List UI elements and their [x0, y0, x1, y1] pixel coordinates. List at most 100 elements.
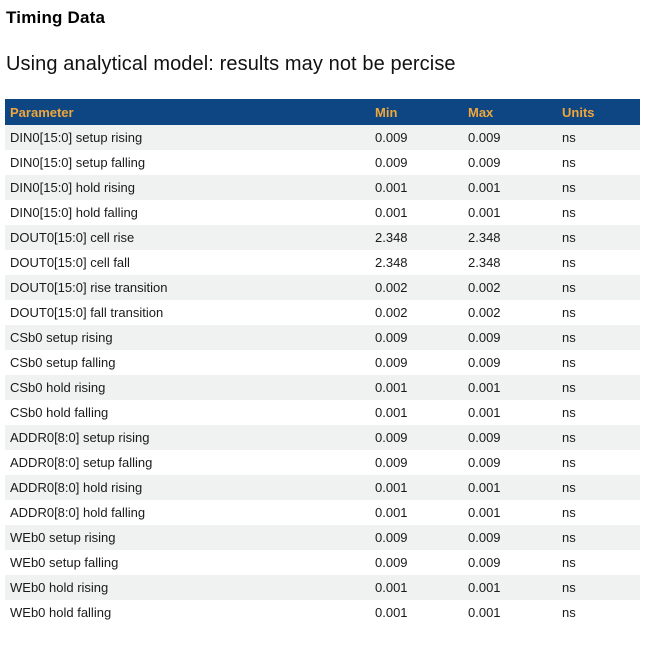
cell-parameter: DOUT0[15:0] cell fall: [10, 255, 130, 270]
cell-min: 0.001: [375, 505, 408, 520]
table-row: DIN0[15:0] hold falling 0.001 0.001 ns: [5, 200, 640, 225]
timing-table: Parameter Min Max Units DIN0[15:0] setup…: [5, 99, 640, 625]
cell-parameter: WEb0 hold rising: [10, 580, 109, 595]
cell-max: 0.009: [468, 530, 501, 545]
cell-max: 0.001: [468, 205, 501, 220]
cell-units: ns: [562, 155, 576, 170]
table-row: CSb0 setup falling 0.009 0.009 ns: [5, 350, 640, 375]
cell-min: 0.001: [375, 205, 408, 220]
cell-max: 0.002: [468, 305, 501, 320]
table-row: CSb0 setup rising 0.009 0.009 ns: [5, 325, 640, 350]
cell-units: ns: [562, 405, 576, 420]
cell-min: 0.001: [375, 405, 408, 420]
table-row: ADDR0[8:0] setup rising 0.009 0.009 ns: [5, 425, 640, 450]
cell-max: 0.001: [468, 380, 501, 395]
cell-min: 0.001: [375, 480, 408, 495]
cell-units: ns: [562, 230, 576, 245]
column-header-min: Min: [370, 99, 463, 125]
cell-parameter: WEb0 hold falling: [10, 605, 112, 620]
cell-min: 0.009: [375, 530, 408, 545]
page-subtitle: Using analytical model: results may not …: [6, 53, 456, 75]
column-header-max: Max: [463, 99, 557, 125]
cell-min: 0.009: [375, 455, 408, 470]
cell-units: ns: [562, 605, 576, 620]
cell-units: ns: [562, 305, 576, 320]
cell-max: 2.348: [468, 255, 501, 270]
table-row: DOUT0[15:0] rise transition 0.002 0.002 ns: [5, 275, 640, 300]
cell-min: 0.009: [375, 555, 408, 570]
cell-units: ns: [562, 580, 576, 595]
cell-max: 0.001: [468, 580, 501, 595]
table-row: DOUT0[15:0] cell fall 2.348 2.348 ns: [5, 250, 640, 275]
page-title: Timing Data: [6, 8, 106, 27]
cell-min: 2.348: [375, 255, 408, 270]
cell-max: 0.009: [468, 330, 501, 345]
cell-parameter: DIN0[15:0] hold falling: [10, 205, 138, 220]
table-row: WEb0 hold rising 0.001 0.001 ns: [5, 575, 640, 600]
cell-parameter: CSb0 setup rising: [10, 330, 113, 345]
cell-units: ns: [562, 430, 576, 445]
cell-max: 0.001: [468, 505, 501, 520]
cell-units: ns: [562, 255, 576, 270]
cell-units: ns: [562, 330, 576, 345]
column-header-parameter: Parameter: [5, 99, 370, 125]
table-row: WEb0 setup rising 0.009 0.009 ns: [5, 525, 640, 550]
cell-max: 0.002: [468, 280, 501, 295]
cell-min: 0.009: [375, 430, 408, 445]
cell-min: 0.009: [375, 355, 408, 370]
cell-parameter: DIN0[15:0] setup rising: [10, 130, 143, 145]
cell-units: ns: [562, 130, 576, 145]
cell-parameter: ADDR0[8:0] hold rising: [10, 480, 143, 495]
cell-max: 0.009: [468, 355, 501, 370]
cell-units: ns: [562, 280, 576, 295]
timing-report-page: Timing Data Using analytical model: resu…: [5, 8, 640, 625]
cell-parameter: CSb0 hold falling: [10, 405, 109, 420]
cell-parameter: DOUT0[15:0] fall transition: [10, 305, 164, 320]
cell-min: 0.009: [375, 330, 408, 345]
cell-max: 2.348: [468, 230, 501, 245]
cell-parameter: DOUT0[15:0] rise transition: [10, 280, 168, 295]
cell-units: ns: [562, 355, 576, 370]
table-row: ADDR0[8:0] setup falling 0.009 0.009 ns: [5, 450, 640, 475]
cell-max: 0.001: [468, 180, 501, 195]
cell-max: 0.001: [468, 480, 501, 495]
cell-max: 0.009: [468, 155, 501, 170]
cell-units: ns: [562, 480, 576, 495]
cell-parameter: CSb0 hold rising: [10, 380, 106, 395]
cell-min: 0.001: [375, 180, 408, 195]
cell-min: 0.001: [375, 380, 408, 395]
table-row: DOUT0[15:0] cell rise 2.348 2.348 ns: [5, 225, 640, 250]
table-row: WEb0 hold falling 0.001 0.001 ns: [5, 600, 640, 625]
cell-max: 0.001: [468, 605, 501, 620]
cell-parameter: WEb0 setup falling: [10, 555, 119, 570]
table-row: DIN0[15:0] hold rising 0.001 0.001 ns: [5, 175, 640, 200]
cell-max: 0.009: [468, 430, 501, 445]
cell-parameter: ADDR0[8:0] setup falling: [10, 455, 153, 470]
table-header-row: Parameter Min Max Units: [5, 99, 640, 125]
cell-min: 0.001: [375, 605, 408, 620]
cell-max: 0.009: [468, 555, 501, 570]
cell-parameter: WEb0 setup rising: [10, 530, 116, 545]
cell-units: ns: [562, 380, 576, 395]
cell-parameter: ADDR0[8:0] hold falling: [10, 505, 146, 520]
table-row: DIN0[15:0] setup rising 0.009 0.009 ns: [5, 125, 640, 150]
table-row: DOUT0[15:0] fall transition 0.002 0.002 ns: [5, 300, 640, 325]
cell-parameter: CSb0 setup falling: [10, 355, 116, 370]
cell-min: 2.348: [375, 230, 408, 245]
cell-min: 0.009: [375, 155, 408, 170]
cell-units: ns: [562, 455, 576, 470]
cell-parameter: DOUT0[15:0] cell rise: [10, 230, 135, 245]
table-row: DIN0[15:0] setup falling 0.009 0.009 ns: [5, 150, 640, 175]
column-header-units: Units: [557, 99, 640, 125]
cell-min: 0.002: [375, 280, 408, 295]
cell-units: ns: [562, 555, 576, 570]
table-row: WEb0 setup falling 0.009 0.009 ns: [5, 550, 640, 575]
cell-min: 0.002: [375, 305, 408, 320]
cell-units: ns: [562, 180, 576, 195]
cell-min: 0.009: [375, 130, 408, 145]
cell-parameter: ADDR0[8:0] setup rising: [10, 430, 150, 445]
table-row: CSb0 hold rising 0.001 0.001 ns: [5, 375, 640, 400]
table-row: CSb0 hold falling 0.001 0.001 ns: [5, 400, 640, 425]
table-row: ADDR0[8:0] hold rising 0.001 0.001 ns: [5, 475, 640, 500]
cell-units: ns: [562, 530, 576, 545]
